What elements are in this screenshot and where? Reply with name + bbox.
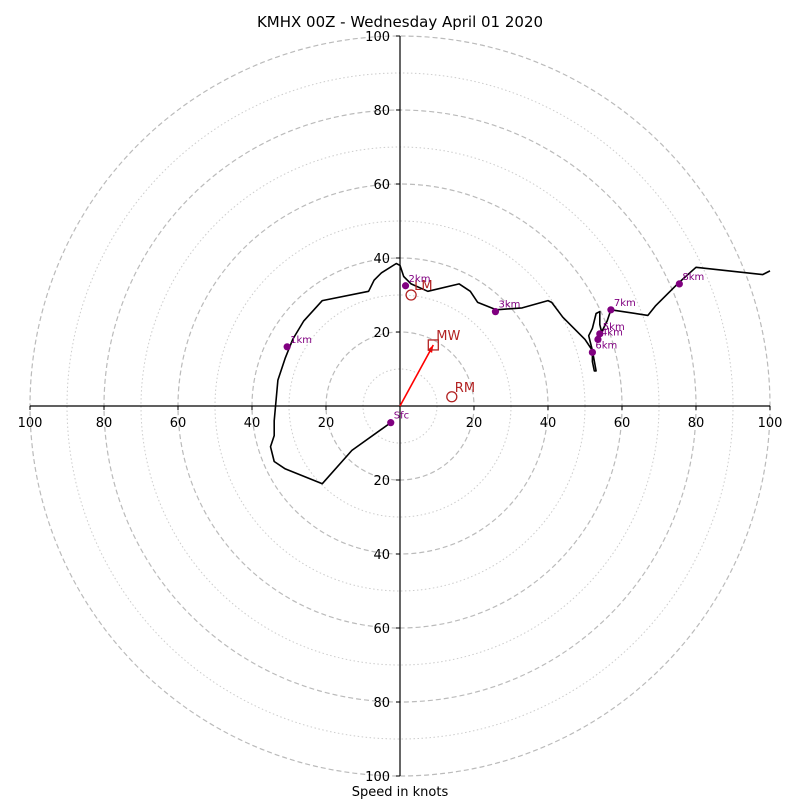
- height-marker-sfc: [387, 419, 395, 427]
- height-label-1km: 1km: [290, 335, 312, 346]
- height-marker-1km: [283, 343, 291, 351]
- y-tick-label: 80: [373, 104, 390, 119]
- height-marker-3km: [491, 308, 500, 316]
- storm-motion-mw-label: MW: [436, 329, 460, 344]
- x-tick-label: 40: [244, 416, 261, 431]
- storm-motion-markers: LM RM MW: [399, 279, 475, 407]
- mean-wind-arrow: [399, 344, 435, 407]
- height-marker-7km: [607, 306, 615, 314]
- y-tick-label: 80: [373, 696, 390, 711]
- y-tick-label: 100: [365, 30, 390, 45]
- x-tick-label: 80: [688, 416, 705, 431]
- height-marker-2km: [401, 282, 410, 290]
- height-label-4km: 4km: [601, 327, 623, 338]
- x-tick-label: 20: [466, 416, 483, 431]
- y-tick-label: 20: [373, 326, 390, 341]
- x-tick-label: 100: [758, 416, 783, 431]
- y-tick-label: 60: [373, 622, 390, 637]
- y-tick-label: 20: [373, 474, 390, 489]
- tick-labels: 100 80 60 40 20 20 40 60 80 100 100 80 60 40 20 20 40 60 8…: [18, 30, 783, 785]
- height-label-7km: 7km: [614, 298, 636, 309]
- x-tick-label: 100: [18, 416, 43, 431]
- height-marker-8km: [675, 280, 683, 288]
- storm-motion-lm-marker: [405, 289, 417, 301]
- height-marker-6km: [588, 348, 597, 356]
- height-marker-4km: [594, 335, 602, 343]
- height-label-8km: 8km: [682, 272, 704, 283]
- storm-motion-mw-marker: [427, 339, 439, 351]
- height-label-3km: 3km: [498, 300, 520, 311]
- y-tick-label: 40: [373, 548, 390, 563]
- x-tick-label: 20: [318, 416, 335, 431]
- y-tick-label: 60: [373, 178, 390, 193]
- height-label-sfc: Sfc: [394, 411, 409, 422]
- height-label-5km: 5km: [603, 322, 625, 333]
- x-tick-label: 60: [614, 416, 631, 431]
- hodograph-trace: [269, 262, 771, 485]
- height-label-6km: 6km: [595, 340, 617, 351]
- x-tick-label: 40: [540, 416, 557, 431]
- storm-motion-rm-marker: [446, 391, 458, 403]
- x-axis-label: Speed in knots: [352, 785, 449, 800]
- y-tick-label: 40: [373, 252, 390, 267]
- x-tick-label: 60: [170, 416, 187, 431]
- chart-title: KMHX 00Z - Wednesday April 01 2020: [257, 13, 543, 31]
- height-label-2km: 2km: [409, 274, 431, 285]
- mean-wind-arrowhead: [427, 344, 434, 353]
- height-marker-5km: [596, 330, 604, 338]
- hodograph-line: [269, 262, 771, 485]
- storm-motion-rm-label: RM: [455, 381, 475, 396]
- storm-motion-lm-label: LM: [414, 279, 432, 294]
- x-tick-label: 80: [96, 416, 113, 431]
- y-tick-label: 100: [365, 770, 390, 785]
